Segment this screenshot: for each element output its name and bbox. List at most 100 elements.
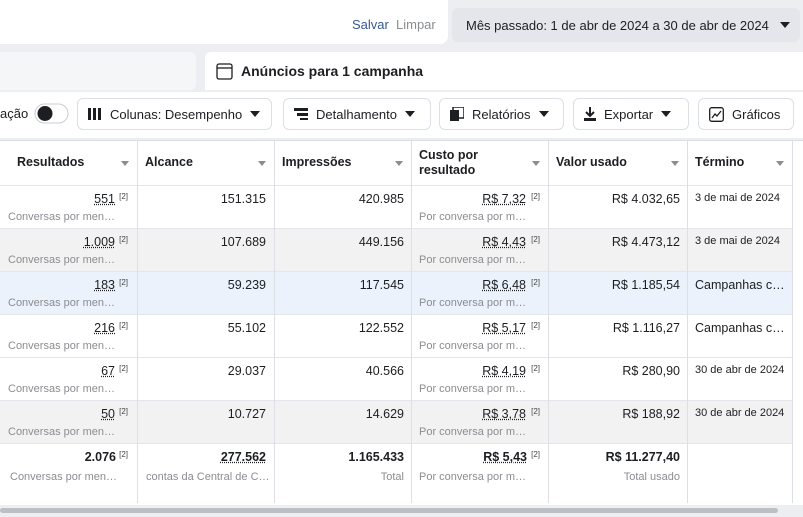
scrollbar[interactable] bbox=[0, 508, 778, 513]
reach: 29.037 bbox=[227, 364, 266, 378]
end-date: 3 de mai de 2024 bbox=[695, 235, 781, 247]
table-row bbox=[0, 271, 792, 315]
cost-sub: Por conversa por m… bbox=[419, 383, 526, 395]
column-divider bbox=[274, 141, 275, 503]
impressions: 420.985 bbox=[358, 192, 404, 206]
results-sub: Conversas por men… bbox=[8, 383, 115, 395]
cost: R$ 6,48 bbox=[482, 278, 526, 292]
label: Exportar bbox=[604, 106, 654, 122]
results-note: [2] bbox=[119, 364, 128, 373]
cost-note: [2] bbox=[531, 321, 540, 330]
sort-caret bbox=[532, 161, 540, 166]
results-note: [2] bbox=[119, 450, 128, 459]
cost-note: [2] bbox=[531, 235, 540, 244]
results-sub: Conversas por men… bbox=[10, 471, 117, 483]
reach: 55.102 bbox=[227, 321, 266, 335]
column-header[interactable]: Resultados bbox=[17, 155, 85, 169]
charts-button[interactable]: Gráficos bbox=[698, 98, 794, 130]
impressions: 449.156 bbox=[358, 235, 404, 249]
results: 183 bbox=[94, 278, 115, 292]
toggle[interactable] bbox=[34, 103, 70, 125]
reach-sub: contas da Central de C… bbox=[146, 471, 270, 483]
cost-sub: Por conversa por m… bbox=[419, 340, 526, 352]
cost: R$ 4,43 bbox=[482, 235, 526, 249]
cost-sub: Por conversa por m… bbox=[419, 471, 526, 483]
results-note: [2] bbox=[119, 407, 128, 416]
icon bbox=[88, 108, 101, 120]
cost-note: [2] bbox=[531, 192, 540, 201]
breakdown-button[interactable]: Detalhamento bbox=[283, 98, 431, 130]
results-note: [2] bbox=[119, 278, 128, 287]
results-sub: Conversas por men… bbox=[8, 254, 115, 266]
cost-note: [2] bbox=[531, 278, 540, 287]
ads-tab[interactable]: Anúncios para 1 campanha bbox=[205, 52, 803, 90]
impressions-sub: Total bbox=[380, 471, 404, 483]
caret bbox=[404, 111, 415, 117]
column-header[interactable]: Custo por resultado bbox=[419, 148, 479, 177]
table-row bbox=[0, 314, 792, 358]
tab-icon bbox=[216, 62, 233, 80]
impressions: 117.545 bbox=[359, 278, 404, 292]
end-date: Campanhas c… bbox=[695, 321, 785, 335]
table-row bbox=[0, 357, 792, 401]
column-divider bbox=[411, 141, 412, 503]
filter-bar bbox=[0, 0, 448, 44]
label: Detalhamento bbox=[316, 106, 397, 122]
reach: 277.562 bbox=[220, 450, 266, 464]
spent-sub: Total usado bbox=[623, 471, 680, 483]
results: 67 bbox=[101, 364, 115, 378]
cost: R$ 5,43 bbox=[483, 450, 527, 464]
column-divider bbox=[792, 141, 793, 503]
amount-spent: R$ 1.185,54 bbox=[611, 278, 680, 292]
icon bbox=[294, 108, 308, 120]
column-divider bbox=[137, 141, 138, 503]
amount-spent: R$ 1.116,27 bbox=[612, 321, 680, 335]
toggle-label: ação bbox=[0, 106, 29, 121]
save-link[interactable]: Salvar bbox=[352, 17, 389, 32]
results-note: [2] bbox=[119, 235, 128, 244]
cost-sub: Por conversa por m… bbox=[419, 426, 526, 438]
end-date: Campanhas c… bbox=[695, 278, 785, 292]
label: Relatórios bbox=[472, 106, 531, 122]
date-picker[interactable]: Mês passado: 1 de abr de 2024 a 30 de ab… bbox=[452, 8, 800, 42]
sort-caret bbox=[671, 161, 679, 166]
column-header[interactable]: Alcance bbox=[145, 155, 193, 169]
cost-note: [2] bbox=[531, 407, 540, 416]
clear-link[interactable]: Limpar bbox=[396, 17, 436, 32]
export-button[interactable]: Exportar bbox=[573, 98, 689, 130]
end-date: 30 de abr de 2024 bbox=[695, 407, 785, 419]
reports-button[interactable]: Relatórios bbox=[439, 98, 564, 130]
cost-note: [2] bbox=[531, 364, 540, 373]
columns-button[interactable]: Colunas: Desempenho bbox=[77, 98, 272, 130]
cost: R$ 4,19 bbox=[482, 364, 526, 378]
column-header[interactable]: Término bbox=[695, 155, 745, 169]
reach: 59.239 bbox=[227, 278, 266, 292]
results-sub: Conversas por men… bbox=[8, 297, 115, 309]
results-sub: Conversas por men… bbox=[8, 211, 115, 223]
side-tab[interactable] bbox=[0, 52, 196, 90]
caret bbox=[661, 111, 672, 117]
cost-sub: Por conversa por m… bbox=[419, 254, 526, 266]
caret bbox=[780, 22, 790, 28]
cost: R$ 3,78 bbox=[482, 407, 526, 421]
icon bbox=[450, 107, 464, 121]
results-sub: Conversas por men… bbox=[8, 426, 115, 438]
impressions: 40.566 bbox=[365, 364, 404, 378]
amount-spent: R$ 11.277,40 bbox=[605, 450, 680, 464]
date-range: Mês passado: 1 de abr de 2024 a 30 de ab… bbox=[466, 17, 769, 33]
impressions: 122.552 bbox=[358, 321, 404, 335]
icon bbox=[584, 107, 596, 121]
sort-caret bbox=[258, 161, 266, 166]
cost-sub: Por conversa por m… bbox=[419, 297, 526, 309]
column-header[interactable]: Impressões bbox=[282, 155, 352, 169]
results: 50 bbox=[101, 407, 115, 421]
results: 2.076 bbox=[84, 450, 116, 464]
column-header[interactable]: Valor usado bbox=[556, 155, 627, 169]
caret bbox=[538, 111, 549, 117]
amount-spent: R$ 4.032,65 bbox=[611, 192, 680, 206]
label: Colunas: Desempenho bbox=[110, 106, 243, 122]
results-sub: Conversas por men… bbox=[8, 340, 115, 352]
table-row bbox=[0, 228, 792, 272]
sort-caret bbox=[121, 161, 129, 166]
